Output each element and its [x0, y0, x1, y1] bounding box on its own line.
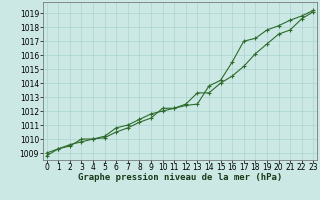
X-axis label: Graphe pression niveau de la mer (hPa): Graphe pression niveau de la mer (hPa)	[78, 173, 282, 182]
